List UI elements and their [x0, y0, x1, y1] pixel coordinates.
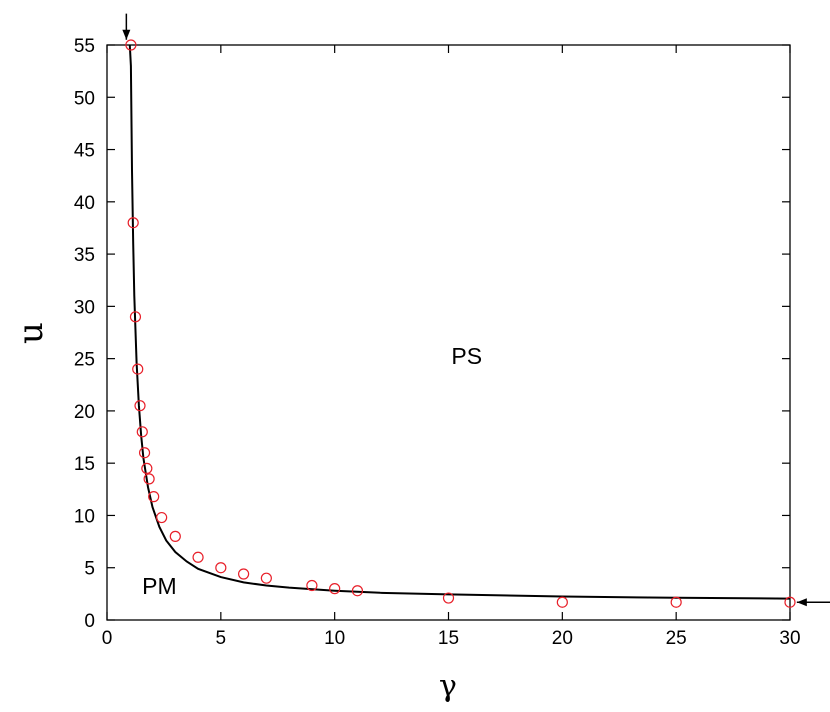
y-tick-label: 0: [84, 611, 95, 632]
data-point: [260, 572, 272, 584]
x-tick-label: 30: [779, 628, 800, 649]
data-point: [148, 491, 160, 503]
data-point: [156, 511, 168, 524]
data-point: [138, 447, 151, 459]
y-tick-label: 30: [74, 297, 95, 318]
data-point: [125, 39, 137, 51]
y-tick-label: 50: [74, 88, 95, 109]
data-point: [784, 596, 796, 608]
data-point: [238, 568, 250, 580]
axis-tick-labels: 0 5 10 15 20 25 30 0 5 10 15 20 25 30 35 40 45 50 55: [74, 36, 801, 649]
data-point: [556, 596, 568, 608]
data-point: [351, 585, 364, 597]
data-point: [329, 583, 341, 595]
y-tick-label: 35: [74, 245, 95, 266]
data-point: [442, 592, 455, 604]
y-axis-label: u: [11, 322, 51, 344]
arrow-head: [796, 598, 807, 607]
data-point: [306, 579, 318, 592]
y-tick-label: 15: [74, 454, 95, 475]
data-points: [125, 39, 796, 608]
x-tick-label: 0: [102, 628, 113, 649]
region-label-pm: PM: [142, 573, 177, 599]
data-point: [136, 426, 148, 438]
data-point: [169, 530, 181, 542]
arrow-annotations: [122, 13, 830, 607]
region-label-ps: PS: [451, 343, 482, 369]
data-point: [132, 363, 144, 375]
x-tick-label: 5: [216, 628, 227, 649]
data-point: [215, 562, 227, 574]
y-tick-label: 45: [74, 141, 95, 162]
y-tick-label: 10: [74, 506, 95, 527]
region-labels: PS PM: [142, 343, 482, 599]
x-tick-label: 20: [552, 628, 573, 649]
y-tick-label: 40: [74, 193, 95, 214]
x-tick-label: 15: [438, 628, 459, 649]
arrow-head: [122, 29, 131, 40]
y-tick-label: 55: [74, 36, 95, 57]
y-tick-label: 25: [74, 350, 95, 371]
y-tick-label: 5: [84, 559, 95, 580]
data-point: [141, 462, 153, 475]
data-point: [670, 596, 682, 608]
data-point: [192, 551, 204, 563]
data-point: [134, 400, 146, 412]
phase-boundary-line: [128, 44, 791, 600]
data-point: [127, 217, 139, 229]
plot-frame: [106, 44, 791, 621]
x-tick-label: 10: [324, 628, 345, 649]
data-point: [129, 311, 142, 323]
x-axis-label: γ: [439, 669, 457, 704]
plot-area: 0 5 10 15 20 25 30 0 5 10 15 20 25 30 35 40 45 50 55 PS PM: [74, 13, 830, 649]
data-point: [143, 473, 155, 485]
x-tick-label: 25: [666, 628, 687, 649]
y-tick-label: 20: [74, 402, 95, 423]
axis-ticks: [106, 44, 791, 621]
